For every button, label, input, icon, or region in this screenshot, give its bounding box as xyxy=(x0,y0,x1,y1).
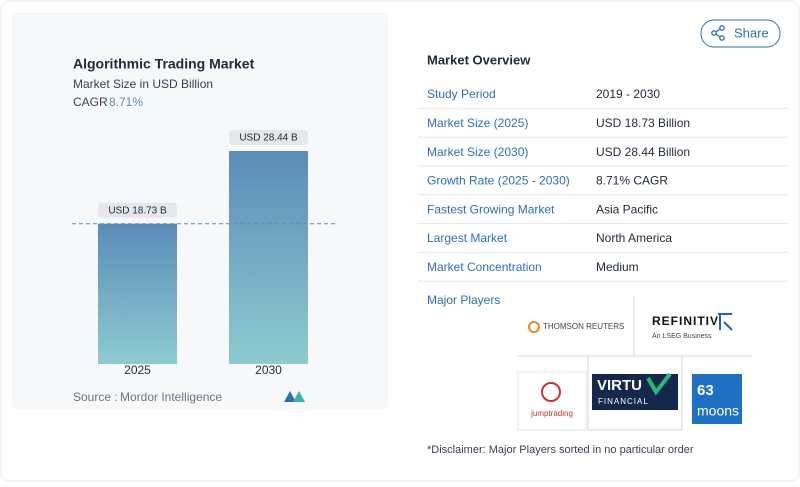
share-label[interactable]: Share xyxy=(734,25,769,40)
row-label: Largest Market xyxy=(427,231,508,245)
row-value: 2019 - 2030 xyxy=(596,87,660,101)
jump-icon xyxy=(541,382,561,402)
row-value: USD 18.73 Billion xyxy=(596,116,690,130)
bar xyxy=(229,151,308,364)
row-value: USD 28.44 Billion xyxy=(596,145,690,159)
refinitiv-logo: REFINITIV xyxy=(652,314,719,328)
bar xyxy=(98,223,177,364)
row-label: Market Concentration xyxy=(427,260,542,274)
refinitiv-sub: An LSEG Business xyxy=(652,333,712,340)
refinitiv-icon xyxy=(718,313,733,331)
value-label-bg xyxy=(229,130,308,145)
virtu-check xyxy=(646,372,672,396)
moons-box xyxy=(692,374,742,424)
value-label: USD 28.44 B xyxy=(239,133,298,144)
row-label: Fastest Growing Market xyxy=(427,202,555,216)
x-tick-label: 2030 xyxy=(255,363,282,377)
players-title: Major Players xyxy=(427,293,500,307)
value-label: USD 18.73 B xyxy=(108,205,167,216)
row-value: Medium xyxy=(596,260,639,274)
mordor-logo xyxy=(284,391,305,402)
row-label: Growth Rate (2025 - 2030) xyxy=(427,174,570,188)
row-label: Study Period xyxy=(427,87,496,101)
chart-subtitle: Market Size in USD Billion xyxy=(73,77,213,91)
moons-num: 63 xyxy=(697,382,714,399)
source-label: Source : xyxy=(73,390,118,404)
value-label-bg xyxy=(98,202,177,218)
moons-logo: moons xyxy=(697,403,739,419)
jump-logo: jumptrading xyxy=(530,409,573,418)
row-label: Market Size (2030) xyxy=(427,145,528,159)
virtu-logo: VIRTU xyxy=(597,377,642,394)
row-value: 8.71% CAGR xyxy=(596,174,668,188)
cagr-label: CAGR xyxy=(73,95,108,109)
overview-title: Market Overview xyxy=(427,52,531,67)
share-icon xyxy=(711,25,725,41)
x-tick-label: 2025 xyxy=(124,363,151,377)
thomson-icon xyxy=(528,321,540,333)
row-value: Asia Pacific xyxy=(596,202,658,216)
disclaimer: *Disclaimer: Major Players sorted in no … xyxy=(427,444,694,456)
virtu-sub: FINANCIAL xyxy=(598,397,649,406)
chart-title: Algorithmic Trading Market xyxy=(73,56,255,72)
source: Mordor Intelligence xyxy=(120,390,222,404)
row-label: Market Size (2025) xyxy=(427,116,528,130)
thomson-logo: THOMSON REUTERS xyxy=(543,322,624,331)
cagr-value: 8.71% xyxy=(109,95,143,109)
row-value: North America xyxy=(596,231,672,245)
